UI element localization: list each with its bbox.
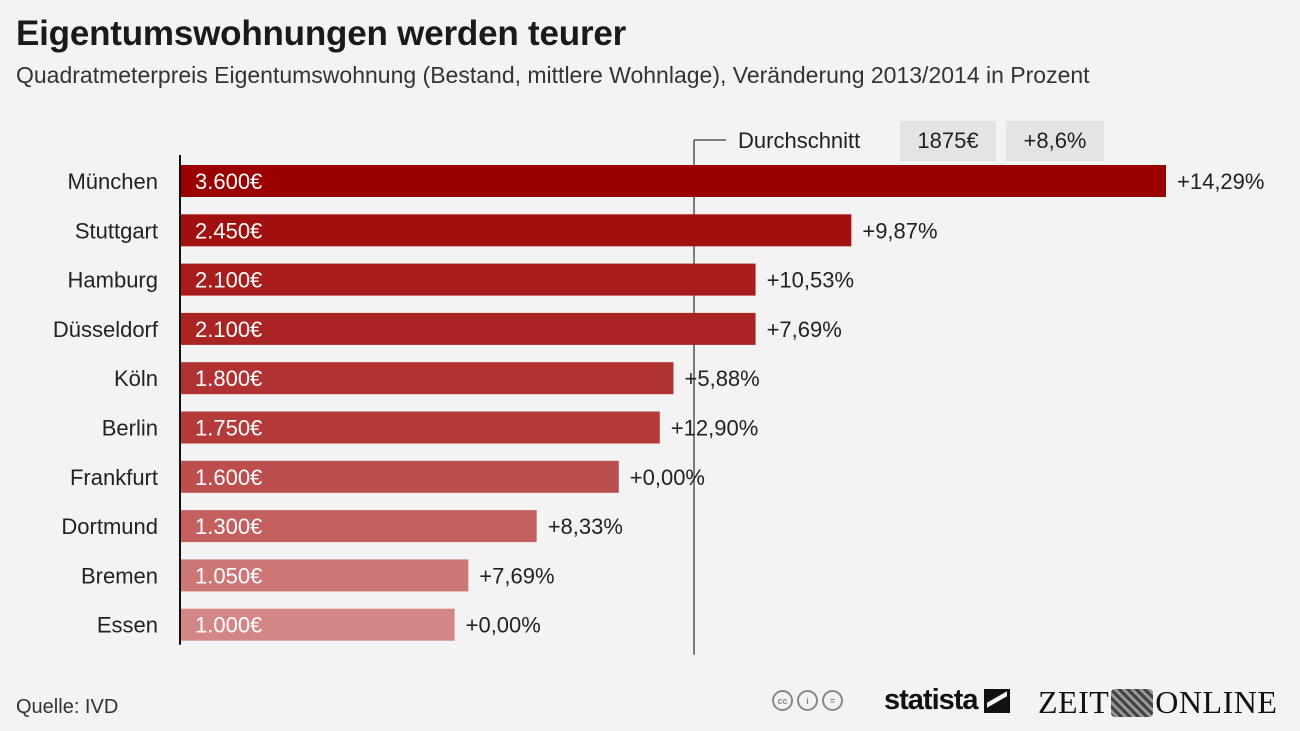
- change-label: +8,33%: [548, 514, 623, 539]
- statista-icon: [983, 688, 1010, 713]
- bar-value-label: 1.050€: [195, 563, 262, 588]
- bar-value-label: 1.300€: [195, 514, 262, 539]
- online-wordmark: ONLINE: [1155, 684, 1278, 720]
- bar: [181, 362, 674, 395]
- average-label: Durchschnitt: [738, 128, 860, 153]
- average-value: 1875€: [917, 128, 978, 153]
- category-label: Köln: [114, 366, 158, 391]
- category-label: Dortmund: [61, 514, 158, 539]
- category-label: Bremen: [81, 563, 158, 588]
- bar-value-label: 2.100€: [195, 317, 262, 342]
- bar: [181, 214, 852, 247]
- bar: [181, 510, 537, 543]
- bar: [181, 608, 455, 641]
- category-label: Stuttgart: [75, 218, 158, 243]
- chart-subtitle: Quadratmeterpreis Eigentumswohnung (Best…: [16, 62, 1090, 88]
- cc-icon: cc: [772, 690, 793, 711]
- bar-value-label: 2.450€: [195, 218, 262, 243]
- bar-value-label: 1.750€: [195, 416, 262, 441]
- source-note: Quelle: IVD: [16, 696, 119, 718]
- zeit-online-logo: ZEIT ONLINE: [1038, 684, 1277, 721]
- category-label: Berlin: [102, 416, 158, 441]
- average-value-badge: [900, 121, 996, 161]
- category-label: Hamburg: [68, 268, 158, 293]
- bar-value-label: 1.800€: [195, 366, 262, 391]
- bar: [181, 460, 619, 493]
- change-label: +5,88%: [685, 366, 760, 391]
- bar: [181, 411, 660, 444]
- change-label: +10,53%: [767, 268, 854, 293]
- statista-logo: statista: [884, 684, 1010, 717]
- bar: [181, 559, 469, 592]
- change-label: +7,69%: [479, 563, 554, 588]
- bar-value-label: 2.100€: [195, 268, 262, 293]
- change-label: +0,00%: [630, 465, 705, 490]
- category-label: Essen: [97, 613, 158, 638]
- bar: [181, 263, 756, 296]
- category-label: München: [67, 169, 158, 194]
- chart-title: Eigentumswohnungen werden teurer: [16, 14, 627, 53]
- change-label: +14,29%: [1177, 169, 1264, 194]
- bar-value-label: 1.600€: [195, 465, 262, 490]
- bar: [181, 312, 756, 345]
- average-change: +8,6%: [1024, 128, 1087, 153]
- zeit-wordmark: ZEIT: [1038, 684, 1110, 720]
- change-label: +0,00%: [466, 613, 541, 638]
- average-change-badge: [1006, 121, 1104, 161]
- change-label: +7,69%: [767, 317, 842, 342]
- creative-commons-badges: cc i =: [772, 690, 843, 711]
- bar-value-label: 3.600€: [195, 169, 262, 194]
- statista-wordmark: statista: [884, 684, 979, 716]
- change-label: +9,87%: [862, 218, 937, 243]
- bar: [181, 165, 1166, 197]
- crest-icon: [1111, 688, 1154, 717]
- bar-value-label: 1.000€: [195, 613, 262, 638]
- by-icon: i: [797, 690, 818, 711]
- change-label: +12,90%: [671, 416, 758, 441]
- category-label: Frankfurt: [70, 465, 158, 490]
- category-label: Düsseldorf: [53, 317, 159, 342]
- nd-icon: =: [822, 690, 843, 711]
